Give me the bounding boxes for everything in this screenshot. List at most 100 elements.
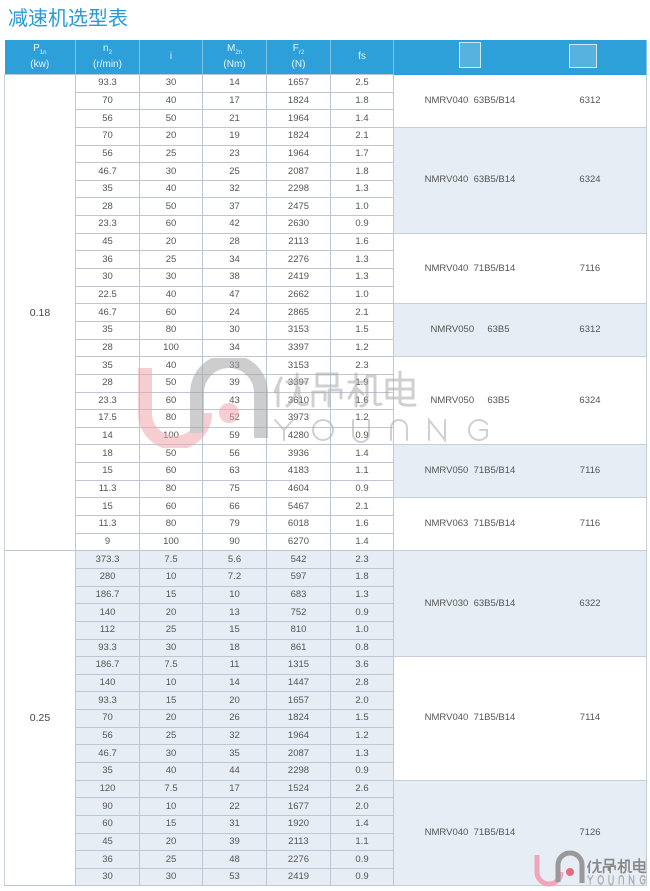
data-cell: 28 bbox=[75, 338, 140, 358]
data-cell: 63 bbox=[202, 462, 267, 481]
data-cell: 1824 bbox=[266, 91, 331, 111]
model-cell: NMRV030 63B5/B14 6322 bbox=[393, 550, 647, 658]
data-cell: 1.2 bbox=[330, 409, 394, 428]
data-cell: 80 bbox=[139, 479, 203, 499]
data-cell: 40 bbox=[139, 285, 203, 305]
data-cell: 17 bbox=[202, 91, 267, 111]
data-cell: 3397 bbox=[266, 373, 331, 393]
data-cell: 0.9 bbox=[330, 867, 394, 887]
data-cell: 50 bbox=[139, 444, 203, 464]
gearbox-front-icon bbox=[459, 42, 481, 69]
data-cell: 90 bbox=[202, 532, 267, 552]
header-unit: (Nm) bbox=[223, 59, 246, 70]
power-cell: 0.18 bbox=[4, 73, 76, 552]
data-cell: 66 bbox=[202, 497, 267, 517]
data-cell: 1.2 bbox=[330, 726, 394, 746]
data-cell: 50 bbox=[139, 197, 203, 217]
model-cell: NMRV063 71B5/B14 7116 bbox=[393, 497, 647, 552]
data-cell: 15 bbox=[75, 462, 140, 481]
data-cell: 14 bbox=[202, 673, 267, 693]
data-cell: 2419 bbox=[266, 268, 331, 287]
header-subscript: 1n bbox=[39, 50, 47, 56]
table-row: 23.3 60 42 2630 0.9 bbox=[5, 215, 647, 234]
data-cell: 1.8 bbox=[330, 91, 394, 111]
column-header: i bbox=[139, 40, 203, 75]
data-cell: 3936 bbox=[266, 444, 331, 464]
data-cell: 2087 bbox=[266, 162, 331, 181]
data-cell: 7.5 bbox=[139, 779, 203, 799]
data-cell: 4183 bbox=[266, 462, 331, 481]
data-cell: 45 bbox=[75, 832, 140, 852]
table-row: 0.25 373.3 7.5 5.6 542 2.3 NMRV030 63B5/B14 632… bbox=[4, 550, 647, 887]
data-cell: 20 bbox=[139, 832, 203, 852]
data-cell: 93.3 bbox=[75, 638, 140, 658]
data-cell: 2.0 bbox=[330, 691, 394, 711]
data-cell: 2.3 bbox=[330, 356, 394, 375]
data-cell: 25 bbox=[139, 250, 203, 270]
data-cell: 1.4 bbox=[330, 444, 394, 464]
data-cell: 15 bbox=[75, 497, 140, 517]
model-name: NMRV050 63B5 bbox=[430, 394, 510, 406]
data-cell: 60 bbox=[139, 462, 203, 481]
data-cell: 2298 bbox=[266, 179, 331, 199]
data-cell: 80 bbox=[139, 409, 203, 428]
header-symbol: i bbox=[169, 51, 173, 62]
data-cell: 23.3 bbox=[75, 215, 140, 234]
data-cell: 17 bbox=[202, 779, 267, 799]
data-cell: 1.8 bbox=[330, 567, 394, 587]
data-cell: 30 bbox=[139, 162, 203, 181]
model-cell: NMRV040 63B5/B14 6324 bbox=[393, 127, 647, 234]
column-header: Fr2 (N) bbox=[266, 40, 331, 75]
motor-code: 7116 bbox=[579, 518, 601, 530]
data-cell: 18 bbox=[202, 638, 267, 658]
table-row: 35 40 44 2298 0.9 bbox=[5, 761, 647, 781]
model-name: NMRV050 71B5/B14 bbox=[424, 465, 516, 477]
data-cell: 43 bbox=[202, 391, 267, 411]
data-cell: 90 bbox=[75, 797, 140, 816]
data-cell: 140 bbox=[75, 673, 140, 693]
data-cell: 35 bbox=[75, 761, 140, 781]
data-cell: 36 bbox=[75, 850, 140, 869]
model-cell: NMRV040 63B5/B14 6312 bbox=[393, 74, 647, 128]
data-cell: 4280 bbox=[266, 426, 331, 446]
data-cell: 100 bbox=[139, 338, 203, 358]
data-cell: 39 bbox=[202, 832, 267, 852]
data-cell: 140 bbox=[75, 603, 140, 622]
data-cell: 1.3 bbox=[330, 250, 394, 270]
data-cell: 1.4 bbox=[330, 109, 394, 128]
data-cell: 6270 bbox=[266, 532, 331, 552]
data-cell: 24 bbox=[202, 303, 267, 322]
data-cell: 4604 bbox=[266, 479, 331, 499]
data-cell: 20 bbox=[139, 126, 203, 146]
data-cell: 373.3 bbox=[75, 550, 140, 569]
data-cell: 542 bbox=[266, 550, 331, 569]
data-cell: 45 bbox=[75, 232, 140, 252]
data-cell: 60 bbox=[139, 303, 203, 322]
data-cell: 3153 bbox=[266, 320, 331, 340]
data-cell: 1657 bbox=[266, 74, 331, 93]
data-cell: 40 bbox=[139, 91, 203, 111]
data-cell: 11 bbox=[202, 656, 267, 675]
header-subscript: r2 bbox=[298, 50, 305, 56]
data-cell: 597 bbox=[266, 567, 331, 587]
data-cell: 9 bbox=[75, 532, 140, 552]
data-cell: 1315 bbox=[266, 656, 331, 675]
table-row: 45 20 28 2113 1.6 NMRV040 71B5/B14 7116 bbox=[5, 232, 647, 305]
motor-code: 7116 bbox=[579, 465, 601, 477]
data-cell: 10 bbox=[139, 797, 203, 816]
data-cell: 30 bbox=[75, 268, 140, 287]
header-symbol: P bbox=[33, 43, 40, 54]
motor-code: 6324 bbox=[579, 174, 601, 186]
data-cell: 25 bbox=[139, 726, 203, 746]
data-cell: 1.4 bbox=[330, 814, 394, 834]
data-cell: 1.0 bbox=[330, 197, 394, 217]
data-cell: 2.0 bbox=[330, 797, 394, 816]
data-cell: 56 bbox=[202, 444, 267, 464]
data-cell: 20 bbox=[202, 691, 267, 711]
table-row: 70 20 19 1824 2.1 NMRV040 63B5/B14 6324 bbox=[5, 126, 647, 234]
data-cell: 60 bbox=[139, 497, 203, 517]
data-cell: 34 bbox=[202, 338, 267, 358]
data-cell: 40 bbox=[139, 761, 203, 781]
data-cell: 35 bbox=[75, 179, 140, 199]
motor-code: 7126 bbox=[579, 827, 601, 839]
